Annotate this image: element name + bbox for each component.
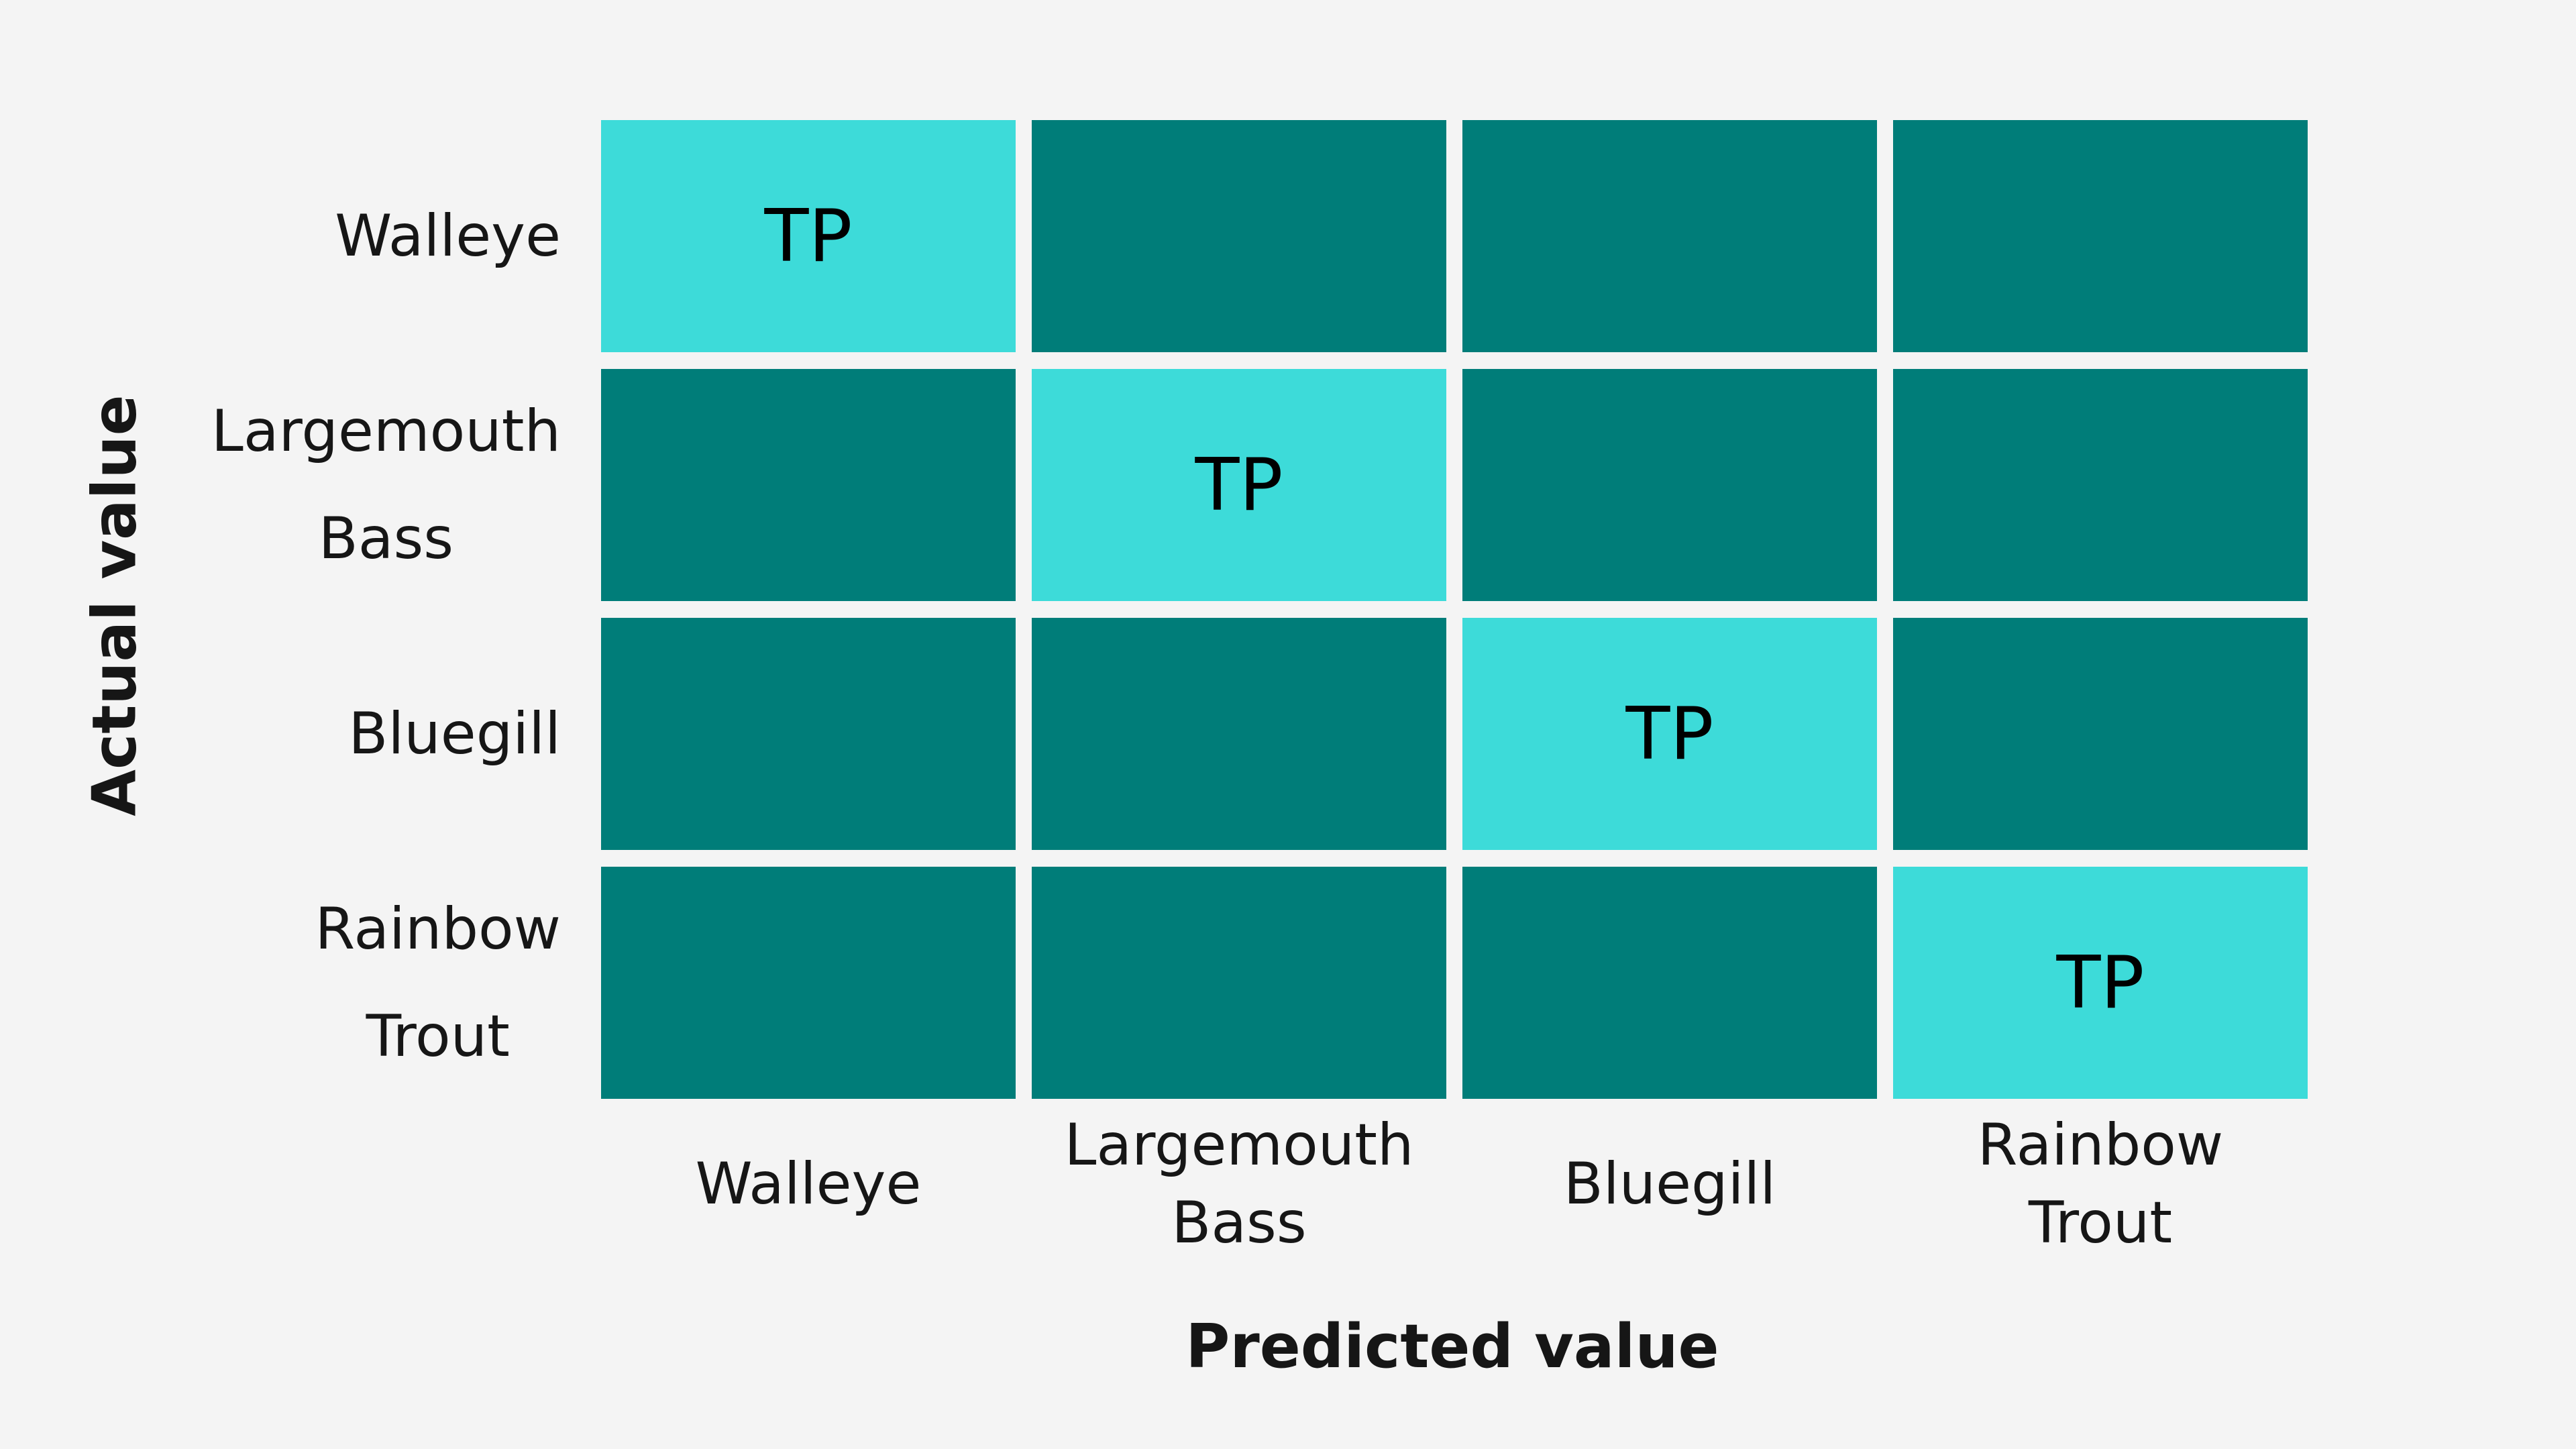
column-label-text: Bluegill	[1564, 1145, 1776, 1223]
matrix-cell	[1893, 618, 2308, 850]
label-line: Bass	[318, 505, 454, 572]
matrix-cell	[1462, 120, 1877, 352]
label-line: Rainbow	[1977, 1112, 2224, 1179]
row-label: Largemouth Bass	[134, 369, 561, 601]
column-label: Largemouth Bass	[1032, 1107, 1446, 1261]
label-line: Rainbow	[315, 896, 561, 963]
matrix-cell	[601, 369, 1016, 601]
matrix-cell	[1032, 618, 1446, 850]
column-label: Rainbow Trout	[1893, 1107, 2308, 1261]
matrix-cell	[1032, 120, 1446, 352]
x-axis-title: Predicted value	[1185, 1311, 1719, 1382]
matrix-cell	[1893, 120, 2308, 352]
label-line: Largemouth	[1064, 1112, 1414, 1179]
matrix-cell	[1462, 867, 1877, 1099]
matrix-cell	[601, 867, 1016, 1099]
label-line: Largemouth	[211, 398, 561, 465]
label-line: Trout	[366, 1003, 510, 1070]
column-label-text: Largemouth Bass	[1064, 1106, 1413, 1262]
label-line: Bluegill	[348, 700, 561, 767]
matrix-cell: TP	[1462, 618, 1877, 850]
label-line: Walleye	[695, 1150, 922, 1218]
matrix-cell	[1893, 369, 2308, 601]
column-label: Walleye	[601, 1107, 1016, 1261]
label-line: Walleye	[335, 203, 561, 270]
row-label: Walleye	[134, 120, 561, 352]
label-line: Bass	[1171, 1189, 1307, 1256]
row-label-text: Rainbow Trout	[315, 875, 561, 1090]
column-label: Bluegill	[1462, 1107, 1877, 1261]
row-label-text: Largemouth Bass	[211, 378, 561, 592]
label-line: Trout	[2028, 1189, 2173, 1256]
matrix-cell: TP	[1032, 369, 1446, 601]
label-line: Bluegill	[1563, 1150, 1776, 1218]
column-label-text: Rainbow Trout	[1978, 1106, 2224, 1262]
column-label-text: Walleye	[696, 1145, 922, 1223]
row-label: Rainbow Trout	[134, 867, 561, 1099]
matrix-cell	[601, 618, 1016, 850]
row-label-text: Walleye	[335, 182, 561, 290]
row-label-text: Bluegill	[348, 680, 561, 788]
matrix-cell	[1032, 867, 1446, 1099]
matrix-cell: TP	[1893, 867, 2308, 1099]
matrix-cell	[1462, 369, 1877, 601]
row-label: Bluegill	[134, 618, 561, 850]
matrix-cell: TP	[601, 120, 1016, 352]
